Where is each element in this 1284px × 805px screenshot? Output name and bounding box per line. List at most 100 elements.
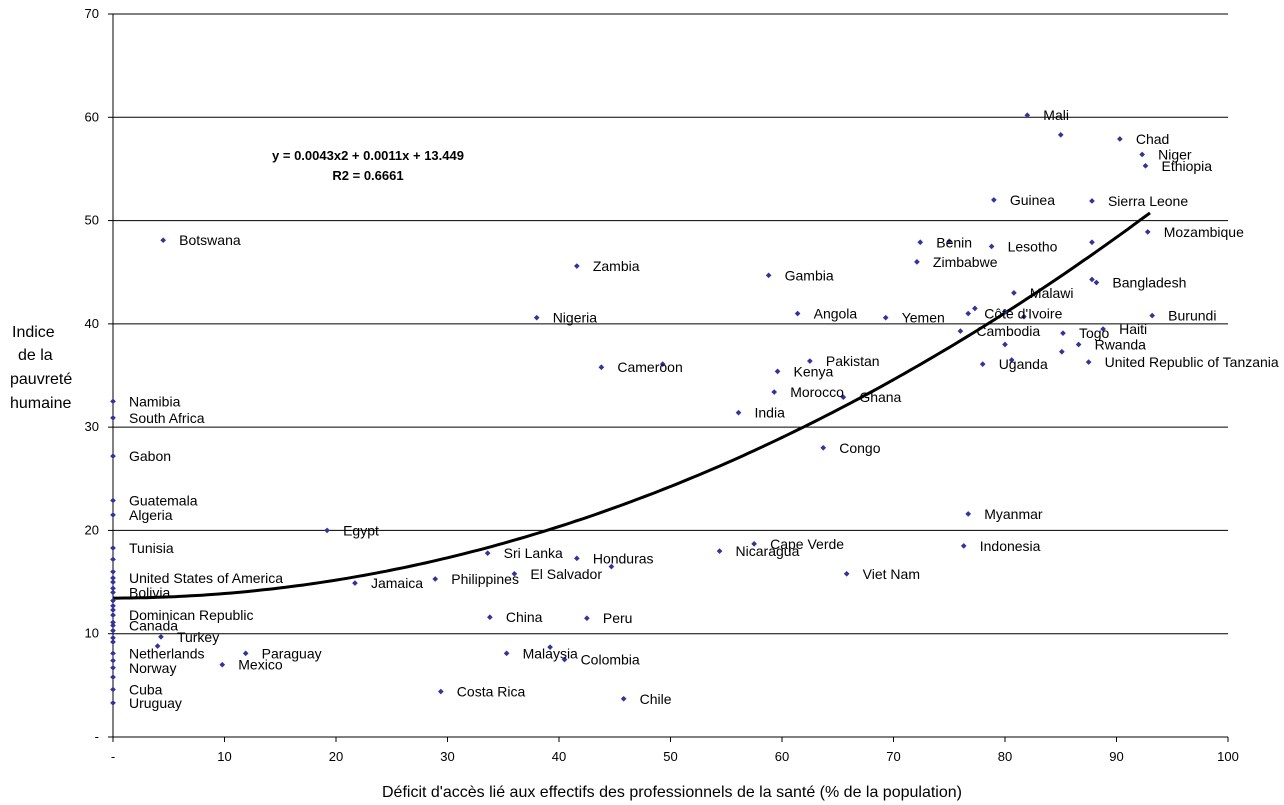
data-point: [1075, 341, 1082, 348]
y-tick-label: 70: [85, 6, 99, 21]
data-point: [110, 627, 116, 634]
data-label: Niger: [1158, 146, 1192, 162]
data-point: [774, 368, 781, 375]
data-point: [1011, 290, 1017, 296]
data-point: [584, 615, 590, 622]
data-point: [110, 568, 116, 575]
data-point: [1089, 276, 1095, 283]
data-label: Kenya: [794, 363, 834, 379]
data-point: [1057, 132, 1064, 138]
trendline: [113, 211, 1151, 600]
data-point: [765, 272, 772, 279]
x-tick-label: 40: [552, 749, 566, 764]
data-point: [110, 686, 116, 693]
data-point: [1008, 357, 1015, 363]
data-label: Chile: [640, 691, 672, 707]
x-tick-label: 20: [329, 749, 343, 764]
data-point: [110, 612, 116, 618]
data-point: [991, 197, 997, 203]
data-label: United States of America: [129, 570, 283, 586]
data-label: Jamaica: [371, 575, 423, 591]
y-tick-label: 50: [85, 213, 99, 228]
x-tick-label: 80: [998, 749, 1012, 764]
data-label: Gabon: [129, 448, 171, 464]
data-point: [561, 656, 568, 663]
data-label: Guatemala: [129, 492, 198, 508]
data-point: [1089, 198, 1095, 204]
data-point: [110, 415, 116, 421]
data-label: Chad: [1136, 131, 1169, 147]
data-label: Togo: [1079, 325, 1110, 341]
data-point: [794, 310, 801, 317]
data-label: Ghana: [859, 389, 901, 405]
data-point: [957, 328, 964, 334]
data-point: [110, 556, 116, 563]
data-label: Turkey: [177, 629, 219, 645]
axes: - 10 20 30 40 50 60 70 - 10 20 30 40 50 60 70 80 90 100: [85, 6, 1239, 764]
data-label: Côte d'Ivoire: [984, 306, 1062, 322]
data-label: Gambia: [785, 267, 834, 283]
y-tick-label: 10: [85, 626, 99, 641]
data-point: [843, 570, 850, 577]
y-tick-label: 40: [85, 316, 99, 331]
x-tick-label: 30: [440, 749, 454, 764]
data-label: Mozambique: [1164, 224, 1244, 240]
x-tick-label: -: [111, 749, 115, 764]
x-axis-title: Déficit d'accès lié aux effectifs des pr…: [382, 784, 962, 801]
data-point: [946, 238, 953, 245]
data-point: [1002, 308, 1008, 315]
data-point: [1059, 348, 1065, 355]
data-label: Bolivia: [129, 584, 170, 600]
x-tick-label: 60: [775, 749, 789, 764]
trendline-equation: y = 0.0043x2 + 0.0011x + 13.449: [272, 148, 464, 163]
data-point: [1144, 229, 1151, 235]
data-point: [110, 585, 116, 592]
data-point: [533, 314, 540, 321]
data-point: [716, 548, 723, 554]
data-point: [110, 674, 116, 680]
data-label: Zambia: [593, 258, 640, 274]
data-point: [110, 619, 116, 626]
data-point: [503, 650, 510, 657]
data-point: [487, 614, 493, 621]
data-point: [965, 310, 972, 317]
data-label: Guinea: [1010, 192, 1055, 208]
data-point: [154, 643, 161, 649]
data-point: [219, 661, 226, 668]
data-point: [1089, 239, 1095, 246]
data-label: Uganda: [999, 356, 1048, 372]
data-label: El Salvador: [530, 566, 602, 582]
data-label: Costa Rica: [457, 684, 526, 700]
y-axis-title-line-1: Indice: [12, 324, 55, 341]
data-point: [1024, 112, 1031, 119]
data-point: [917, 239, 924, 246]
data-label: Ethiopia: [1161, 158, 1212, 174]
trendline-r2: R2 = 0.6661: [332, 168, 403, 183]
data-label: India: [755, 405, 786, 421]
trendline-group: [113, 211, 1151, 600]
gridlines: [113, 13, 1228, 635]
data-point: [1085, 359, 1092, 365]
data-label: Malaysia: [523, 645, 578, 661]
data-point: [882, 314, 889, 321]
data-label: Norway: [129, 660, 176, 676]
data-point: [979, 361, 986, 367]
data-label: Mexico: [238, 657, 283, 673]
data-point: [110, 607, 116, 613]
data-label: Zimbabwe: [933, 254, 998, 270]
plot-background: [113, 14, 1228, 737]
data-point: [484, 550, 491, 556]
data-point: [960, 543, 967, 549]
data-point: [110, 602, 116, 609]
data-point: [110, 657, 116, 664]
data-point: [1139, 151, 1145, 158]
data-point: [547, 644, 553, 650]
data-label: China: [506, 609, 543, 625]
data-point: [771, 389, 778, 395]
data-label: Cameroon: [617, 359, 682, 375]
data-point: [352, 580, 358, 586]
y-axis-title-line-2: de la: [18, 347, 53, 364]
data-point: [324, 527, 330, 534]
data-point: [110, 597, 116, 604]
data-label: Paraguay: [262, 645, 322, 661]
